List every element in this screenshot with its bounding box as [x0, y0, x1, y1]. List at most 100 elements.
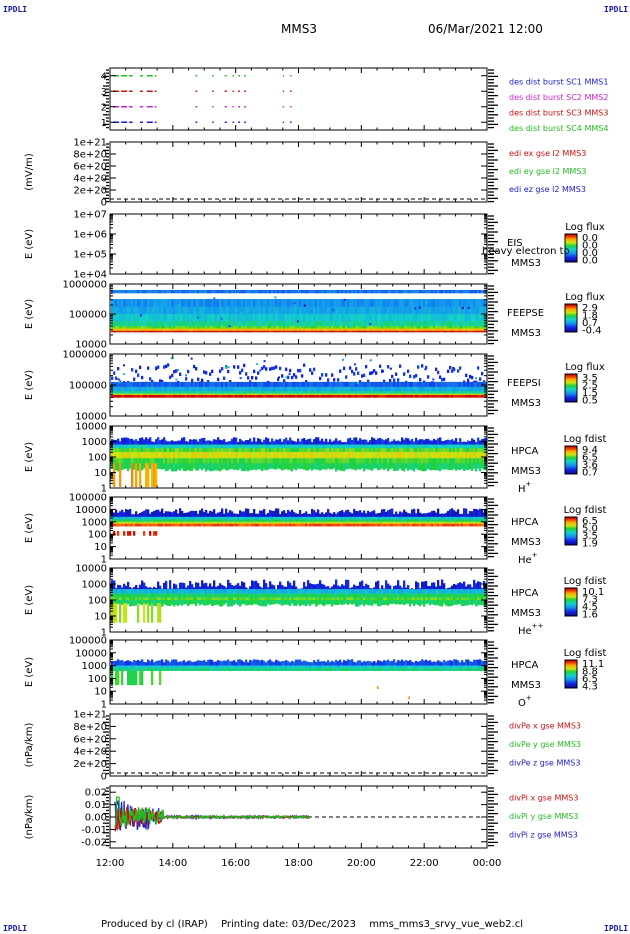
- heatmap-cell: [141, 393, 144, 396]
- heatmap-cell: [251, 393, 254, 396]
- heatmap-cell: [127, 463, 130, 472]
- heatmap-cell: [447, 458, 450, 464]
- heatmap-cell: [193, 391, 196, 394]
- heatmap-cell: [163, 306, 166, 315]
- heatmap-cell: [159, 523, 162, 527]
- heatmap-cell: [153, 444, 156, 449]
- heatmap-cell: [145, 326, 148, 329]
- heatmap-cell: [397, 381, 400, 388]
- heatmap-cell: [239, 381, 242, 388]
- heatmap-cell: [143, 516, 146, 520]
- heatmap-cell: [387, 365, 390, 369]
- heatmap-cell: [317, 306, 320, 315]
- heatmap-cell: [303, 381, 306, 388]
- panel-frame: [109, 141, 488, 203]
- heatmap-cell: [175, 394, 178, 398]
- heatmap-cell: [413, 394, 416, 398]
- heatmap-cell: [211, 328, 214, 332]
- heatmap-cell: [153, 299, 156, 308]
- heatmap-cell: [461, 463, 464, 469]
- heatmap-cell: [395, 381, 398, 388]
- heatmap-cell: [237, 321, 240, 327]
- heatmap-cell: [333, 299, 336, 308]
- heatmap-cell: [113, 521, 116, 524]
- heatmap-cell: [147, 448, 150, 453]
- heatmap-cell: [135, 306, 138, 315]
- heatmap-cell: [221, 444, 224, 449]
- heatmap-cell: [363, 463, 366, 472]
- heatmap-cell: [397, 378, 400, 382]
- heatmap-cell: [223, 299, 226, 308]
- heatmap-cell: [327, 326, 330, 329]
- heatmap-cell: [321, 394, 324, 398]
- heatmap-cell: [159, 458, 162, 464]
- heatmap-cell: [425, 321, 428, 327]
- heatmap-cell: [225, 306, 228, 315]
- heatmap-cell: [313, 321, 316, 327]
- heatmap-cell: [373, 391, 376, 394]
- heatmap-cell: [423, 386, 426, 392]
- heatmap-cell: [375, 299, 378, 308]
- heatmap-cell: [469, 299, 472, 308]
- colorbar-step: [565, 448, 577, 450]
- heatmap-cell: [317, 328, 320, 332]
- heatmap-cell: [419, 328, 422, 332]
- heatmap-cell: [465, 394, 468, 398]
- heatmap-cell: [341, 458, 344, 464]
- heatmap-cell: [175, 326, 178, 329]
- heatmap-cell: [171, 290, 174, 294]
- heatmap-cell: [309, 394, 312, 398]
- heatmap-cell: [233, 306, 236, 315]
- heatmap-cell: [151, 314, 154, 322]
- heatmap-cell: [481, 394, 484, 398]
- heatmap-cell: [391, 452, 394, 459]
- heatmap-cell: [417, 444, 420, 449]
- heatmap-cell: [485, 290, 488, 294]
- heatmap-cell: [467, 394, 470, 398]
- heatmap-cell: [295, 444, 298, 449]
- heatmap-cell: [255, 376, 258, 380]
- heatmap-cell: [213, 444, 216, 449]
- heatmap-cell: [349, 437, 352, 445]
- heatmap-cell: [123, 306, 126, 315]
- heatmap-cell: [253, 381, 256, 388]
- heatmap-cell: [155, 290, 158, 294]
- heatmap-cell: [241, 328, 244, 332]
- heatmap-cell: [359, 393, 362, 396]
- heatmap-cell: [299, 299, 302, 308]
- heatmap-cell: [441, 290, 444, 294]
- heatmap-cell: [479, 440, 482, 445]
- heatmap-cell: [477, 394, 480, 398]
- heatmap-cell: [163, 330, 166, 333]
- heatmap-cell: [219, 299, 222, 308]
- mission-title: MMS3: [281, 22, 317, 36]
- heatmap-cell: [395, 328, 398, 332]
- heatmap-cell: [149, 377, 152, 381]
- heatmap-cell: [347, 448, 350, 453]
- heatmap-cell: [165, 519, 168, 523]
- heatmap-cell: [217, 328, 220, 332]
- heatmap-cell: [187, 386, 190, 392]
- heatmap-cell: [157, 391, 160, 394]
- heatmap-cell: [385, 306, 388, 315]
- heatmap-cell: [477, 444, 480, 449]
- heatmap-cell: [337, 378, 340, 382]
- heatmap-cell: [321, 393, 324, 396]
- heatmap-cell: [247, 326, 250, 329]
- heatmap-cell: [167, 386, 170, 392]
- heatmap-cell: [467, 463, 470, 471]
- heatmap-cell: [269, 463, 272, 469]
- heatmap-cell: [419, 458, 422, 464]
- heatmap-cell: [177, 290, 180, 294]
- heatmap-cell: [199, 444, 202, 449]
- heatmap-cell: [157, 328, 160, 332]
- heatmap-cell: [161, 452, 164, 459]
- heatmap-cell: [193, 306, 196, 315]
- heatmap-cell: [469, 326, 472, 329]
- heatmap-cell: [113, 448, 116, 453]
- heatmap-cell: [463, 391, 466, 394]
- heatmap-cell: [199, 448, 202, 453]
- heatmap-cell: [247, 458, 250, 464]
- heatmap-cell: [179, 299, 182, 308]
